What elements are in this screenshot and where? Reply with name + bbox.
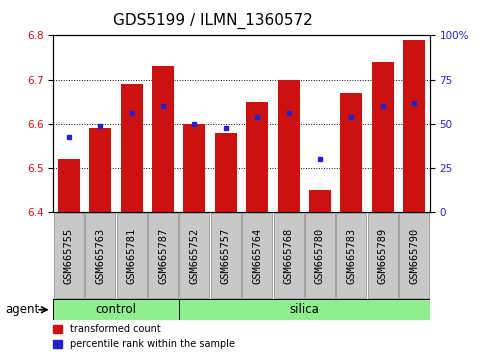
Bar — [179, 299, 430, 320]
Bar — [372, 62, 394, 212]
Bar — [273, 213, 304, 298]
Text: GSM665780: GSM665780 — [315, 228, 325, 284]
Bar — [89, 129, 111, 212]
Text: GSM665790: GSM665790 — [409, 228, 419, 284]
Text: GSM665789: GSM665789 — [378, 228, 388, 284]
Text: GSM665768: GSM665768 — [284, 228, 294, 284]
Bar — [215, 133, 237, 212]
Text: GSM665764: GSM665764 — [252, 228, 262, 284]
Text: GSM665783: GSM665783 — [346, 228, 356, 284]
Text: control: control — [96, 303, 136, 316]
Text: silica: silica — [289, 303, 319, 316]
Bar — [399, 213, 429, 298]
Bar — [341, 93, 362, 212]
Bar — [242, 213, 272, 298]
Text: GSM665752: GSM665752 — [189, 228, 199, 284]
Bar — [403, 40, 425, 212]
Text: GDS5199 / ILMN_1360572: GDS5199 / ILMN_1360572 — [113, 13, 313, 29]
Bar — [278, 80, 299, 212]
Bar — [121, 84, 142, 212]
Bar — [179, 213, 210, 298]
Bar — [148, 213, 178, 298]
Bar — [54, 213, 84, 298]
Bar — [211, 213, 241, 298]
Bar — [53, 299, 179, 320]
Bar — [184, 124, 205, 212]
Text: agent: agent — [5, 303, 39, 316]
Text: GSM665781: GSM665781 — [127, 228, 137, 284]
Bar — [246, 102, 268, 212]
Bar — [336, 213, 367, 298]
Legend: transformed count, percentile rank within the sample: transformed count, percentile rank withi… — [53, 324, 235, 349]
Bar — [309, 190, 331, 212]
Text: GSM665755: GSM665755 — [64, 228, 74, 284]
Bar — [152, 67, 174, 212]
Bar — [116, 213, 147, 298]
Bar — [305, 213, 335, 298]
Bar — [368, 213, 398, 298]
Text: GSM665757: GSM665757 — [221, 228, 231, 284]
Bar — [85, 213, 115, 298]
Bar — [58, 159, 80, 212]
Text: GSM665787: GSM665787 — [158, 228, 168, 284]
Text: GSM665763: GSM665763 — [95, 228, 105, 284]
